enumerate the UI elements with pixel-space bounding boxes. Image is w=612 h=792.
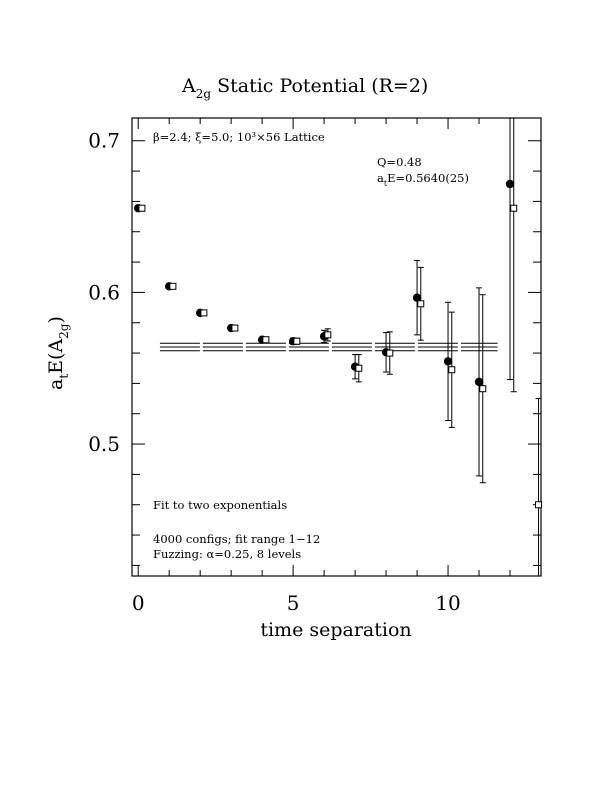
data-point-circle: [443, 301, 453, 422]
data-point-square: [262, 336, 270, 344]
circle-marker: [443, 357, 453, 366]
data-point-square: [200, 309, 208, 317]
circle-marker: [474, 377, 484, 387]
data-points: [133, 118, 543, 576]
square-marker: [324, 331, 332, 339]
data-point-square: [169, 282, 177, 290]
y-tick-label: 0.5: [88, 432, 120, 456]
circle-marker: [412, 293, 422, 302]
fit-type-annotation: Fit to two exponentials: [153, 498, 287, 512]
data-point-circle: [474, 287, 484, 477]
data-point-square: [324, 328, 332, 342]
axis-ticks: [132, 118, 542, 576]
data-point-square: [386, 331, 394, 375]
configs-annotation: 4000 configs; fit range 1−12: [153, 532, 320, 546]
square-marker: [138, 204, 146, 212]
square-marker: [262, 336, 270, 344]
square-marker: [417, 300, 425, 308]
square-marker: [200, 309, 208, 317]
data-point-square: [417, 266, 425, 341]
fuzzing-annotation: Fuzzing: α=0.25, 8 levels: [153, 547, 301, 561]
data-point-circle: [505, 118, 515, 381]
square-marker: [479, 385, 487, 393]
x-tick-label: 5: [287, 591, 300, 615]
chart-title: A2g Static Potential (R=2): [181, 75, 428, 101]
x-tick-label: 10: [435, 591, 460, 615]
lattice-annotation: β=2.4; ξ=5.0; 10³×56 Lattice: [153, 130, 325, 144]
square-marker: [448, 366, 456, 374]
data-point-square: [138, 204, 146, 212]
data-point-square: [510, 118, 518, 393]
plot-frame: [131, 117, 542, 577]
data-point-square: [231, 324, 239, 332]
q-annotation: Q=0.48: [377, 155, 422, 169]
fit-band: [159, 342, 498, 352]
data-point-square: [355, 354, 363, 383]
data-point-square: [448, 311, 456, 428]
y-tick-label: 0.6: [88, 280, 120, 304]
y-axis-title: atE(A2g): [45, 316, 71, 390]
square-marker: [169, 282, 177, 290]
axis-tick-labels: 0 5 10 0.5 0.6 0.7: [88, 129, 461, 615]
square-marker: [355, 364, 363, 372]
square-marker: [386, 349, 394, 357]
data-point-square: [479, 294, 487, 484]
square-marker: [293, 337, 301, 345]
square-marker: [231, 324, 239, 332]
energy-annotation: atE=0.5640(25): [377, 171, 469, 188]
data-point-square: [535, 398, 543, 576]
data-point-circle: [412, 260, 422, 336]
square-marker: [510, 204, 518, 212]
x-tick-label: 0: [132, 591, 145, 615]
x-axis-title: time separation: [260, 619, 411, 641]
square-marker: [535, 501, 543, 509]
data-point-square: [293, 337, 301, 345]
circle-marker: [505, 179, 515, 189]
y-tick-label: 0.7: [88, 129, 120, 153]
